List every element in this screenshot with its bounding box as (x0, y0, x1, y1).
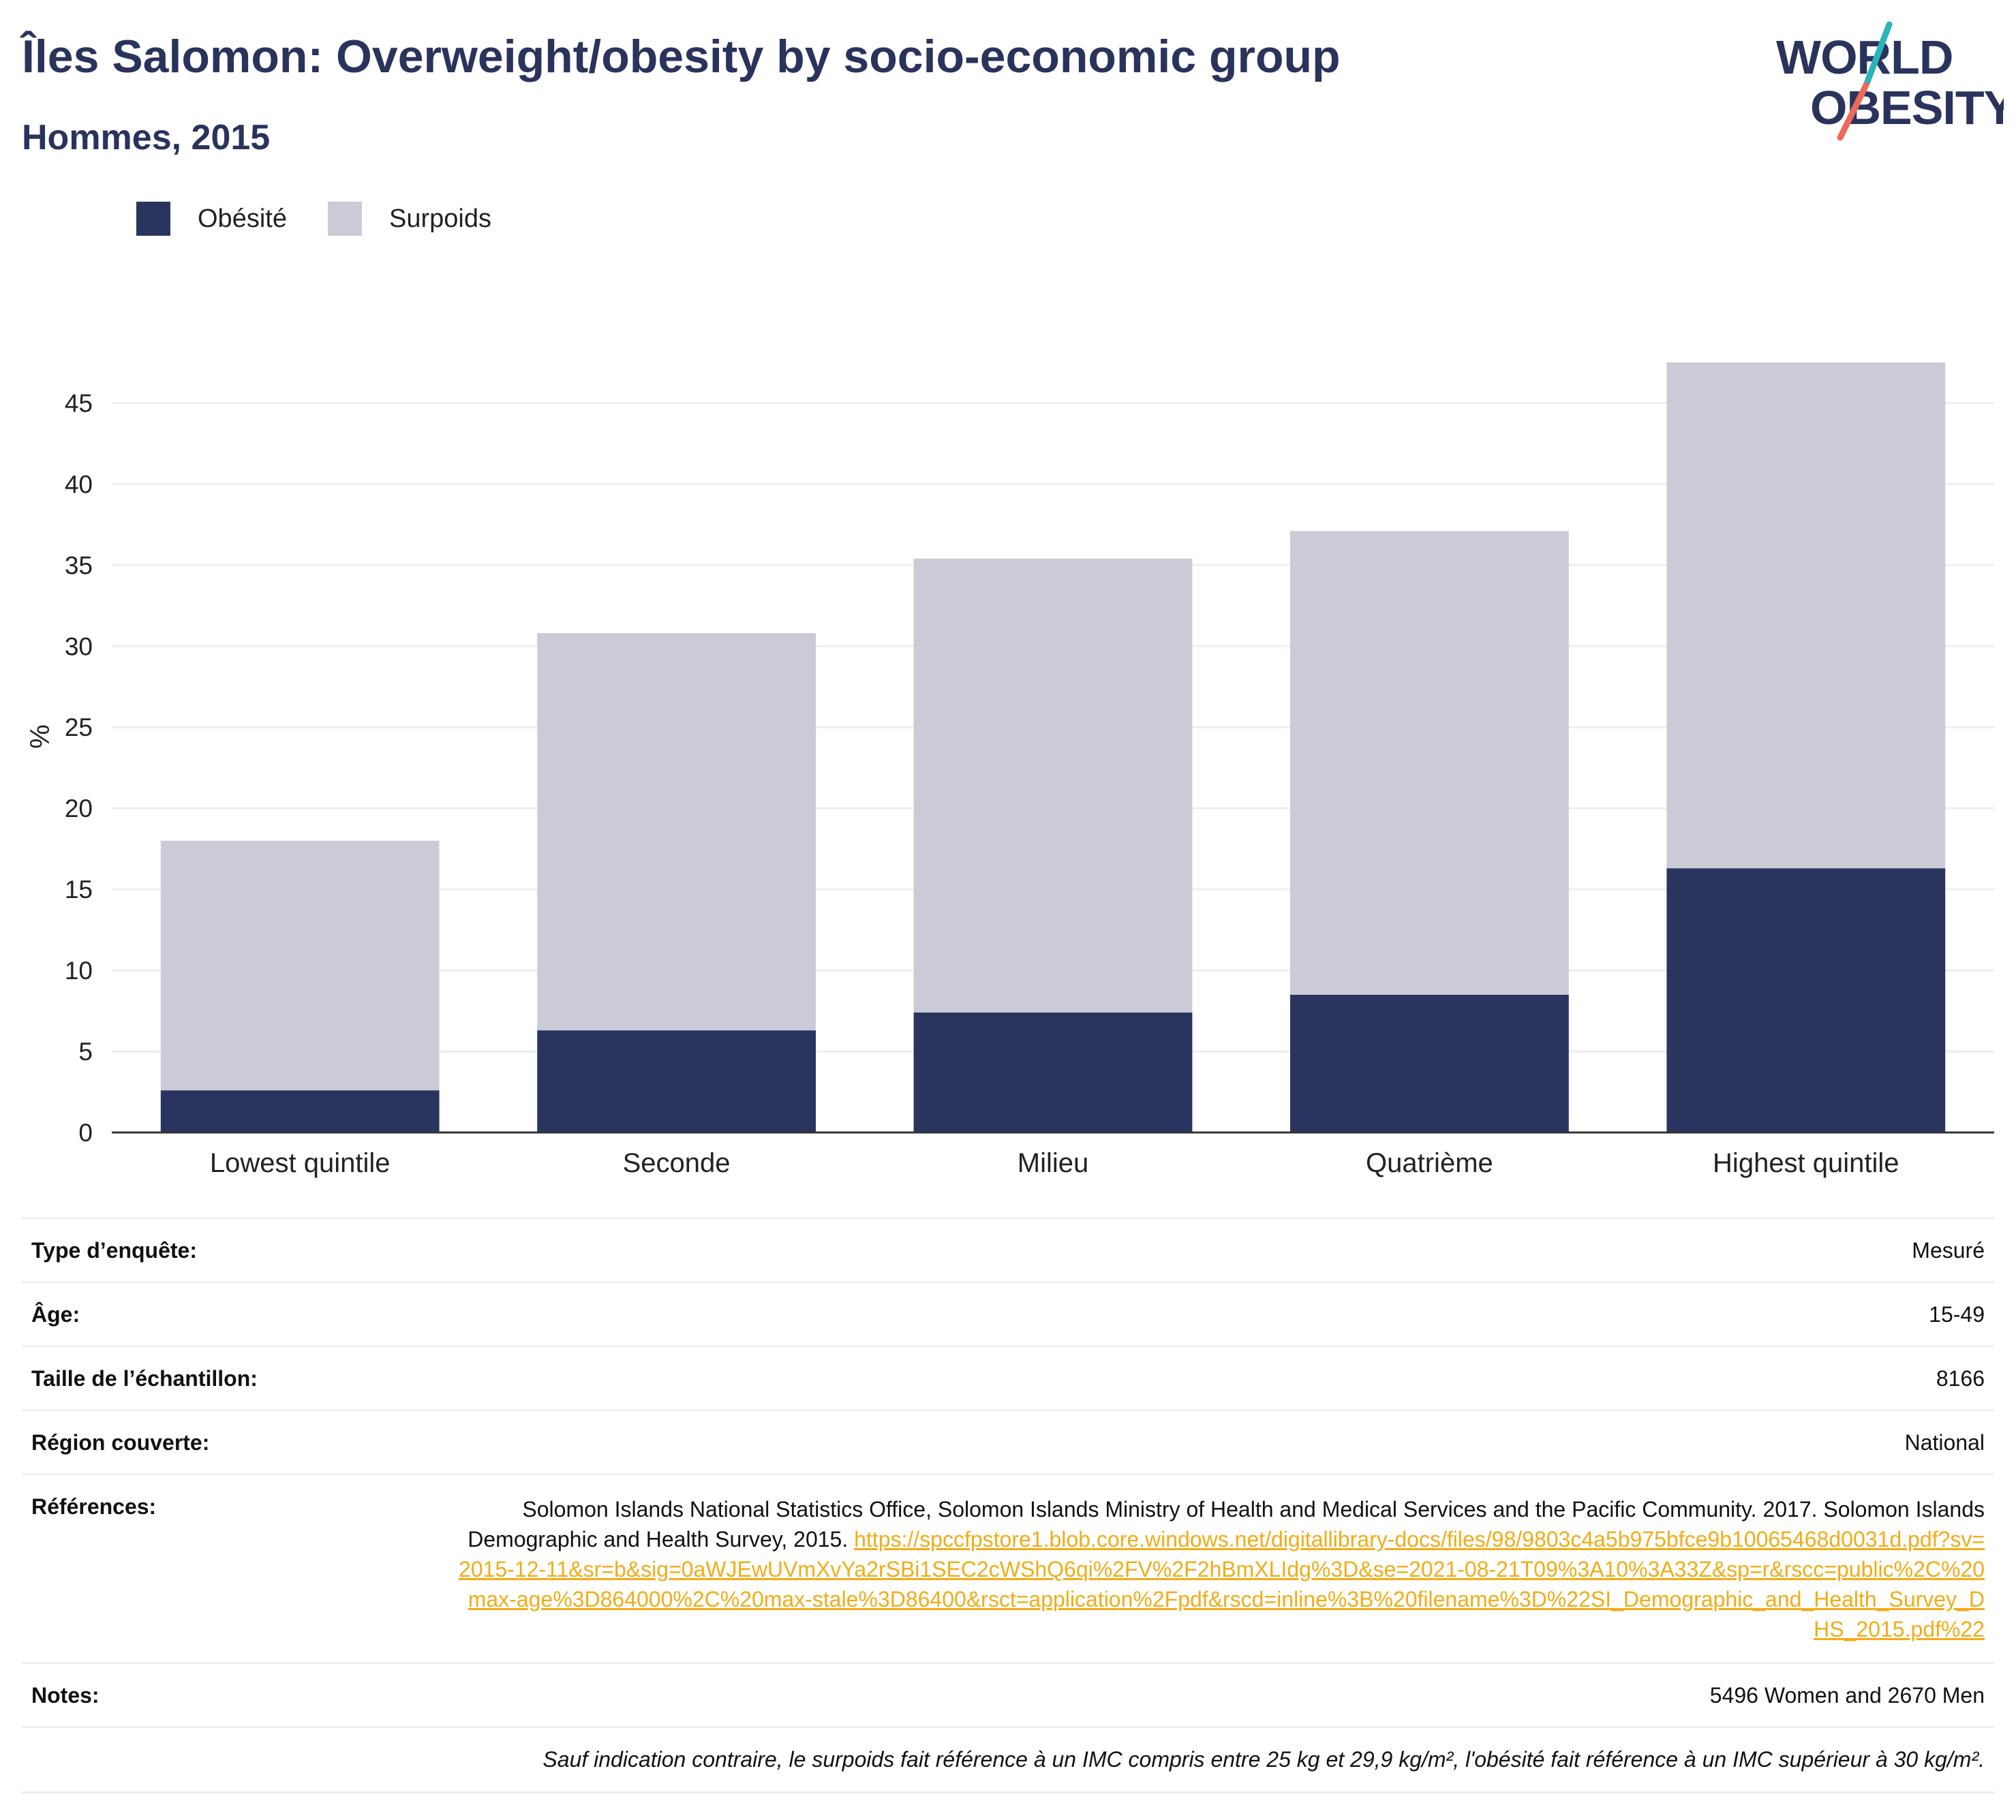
meta-row-sample-size: Taille de l’échantillon: 8166 (22, 1345, 1994, 1409)
survey-details-table: Type d’enquête: Mesuré Âge: 15-49 Taille… (22, 1217, 1994, 1793)
bar-overweight-5 (1666, 362, 1946, 869)
y-tick-label: 30 (65, 632, 93, 660)
stacked-bar-chart: 0 5 10 15 20 25 30 35 40 45% Lowest quintile Second… (25, 362, 1994, 1178)
y-tick-label: 0 (78, 1119, 93, 1147)
chart-subtitle: Hommes, 2015 (22, 118, 271, 157)
legend-item-overweight[interactable]: Surpoids (327, 202, 491, 236)
notes-value: 5496 Women and 2670 Men (1709, 1683, 1985, 1708)
bar-obesity-1 (160, 1090, 440, 1132)
references-label: Références: (31, 1494, 157, 1519)
bar-overweight-1 (160, 840, 440, 1091)
legend-swatch-overweight (327, 202, 362, 236)
meta-row-region: Région couverte: National (22, 1409, 1994, 1473)
survey-type-label: Type d’enquête: (31, 1238, 197, 1263)
sample-size-value: 8166 (1936, 1366, 1985, 1391)
meta-row-notes: Notes: 5496 Women and 2670 Men (22, 1662, 1994, 1726)
svg-text:WORLD: WORLD (1776, 31, 1953, 84)
region-label: Région couverte: (31, 1430, 210, 1455)
survey-type-value: Mesuré (1912, 1238, 1985, 1263)
bar-obesity-4 (1290, 994, 1569, 1132)
references-link[interactable]: https://spccfpstore1.blob.core.windows.n… (458, 1527, 1985, 1641)
chart-legend: Obésité Surpoids (136, 202, 532, 236)
y-tick-label: 40 (65, 470, 93, 498)
y-tick-label: 20 (65, 795, 93, 822)
references-value: Solomon Islands National Statistics Offi… (458, 1494, 1985, 1644)
meta-row-age: Âge: 15-49 (22, 1281, 1994, 1345)
region-value: National (1904, 1430, 1985, 1455)
age-value: 15-49 (1929, 1302, 1985, 1327)
bar-obesity-3 (913, 1012, 1193, 1132)
x-tick-label: Lowest quintile (210, 1148, 391, 1178)
meta-row-references: Références: Solomon Islands National Sta… (22, 1473, 1994, 1662)
y-tick-label: 15 (65, 876, 93, 904)
chart-title: Îles Salomon: Overweight/obesity by soci… (22, 31, 1341, 82)
sample-size-label: Taille de l’échantillon: (31, 1366, 258, 1391)
world-obesity-logo: WORLD OBESITY (1772, 20, 2016, 150)
x-tick-label: Seconde (623, 1148, 731, 1178)
y-tick-label: 35 (65, 551, 93, 579)
legend-label-obesity: Obésité (198, 204, 287, 233)
y-tick-label: 10 (65, 957, 93, 985)
bar-obesity-5 (1666, 868, 1946, 1132)
y-tick-label: 45 (65, 389, 93, 417)
legend-swatch-obesity (136, 202, 170, 236)
bar-overweight-4 (1290, 531, 1569, 995)
svg-text:OBESITY: OBESITY (1810, 81, 2004, 134)
y-tick-label: 5 (78, 1038, 93, 1066)
bar-overweight-2 (537, 633, 816, 1031)
legend-item-obesity[interactable]: Obésité (136, 202, 287, 236)
bar-overweight-3 (913, 558, 1193, 1013)
notes-label: Notes: (31, 1683, 100, 1708)
x-tick-label: Quatrième (1366, 1148, 1493, 1178)
references-text: Solomon Islands National Statistics Offi… (468, 1497, 1985, 1552)
x-tick-label: Highest quintile (1713, 1148, 1899, 1178)
y-tick-label: 25 (65, 713, 93, 741)
bar-obesity-2 (537, 1030, 816, 1132)
definition-footnote: Sauf indication contraire, le surpoids f… (22, 1726, 1994, 1793)
meta-row-survey-type: Type d’enquête: Mesuré (22, 1217, 1994, 1281)
age-label: Âge: (31, 1302, 80, 1327)
x-tick-label: Milieu (1018, 1148, 1088, 1178)
y-axis-title: % (25, 724, 55, 749)
legend-label-overweight: Surpoids (388, 204, 491, 233)
